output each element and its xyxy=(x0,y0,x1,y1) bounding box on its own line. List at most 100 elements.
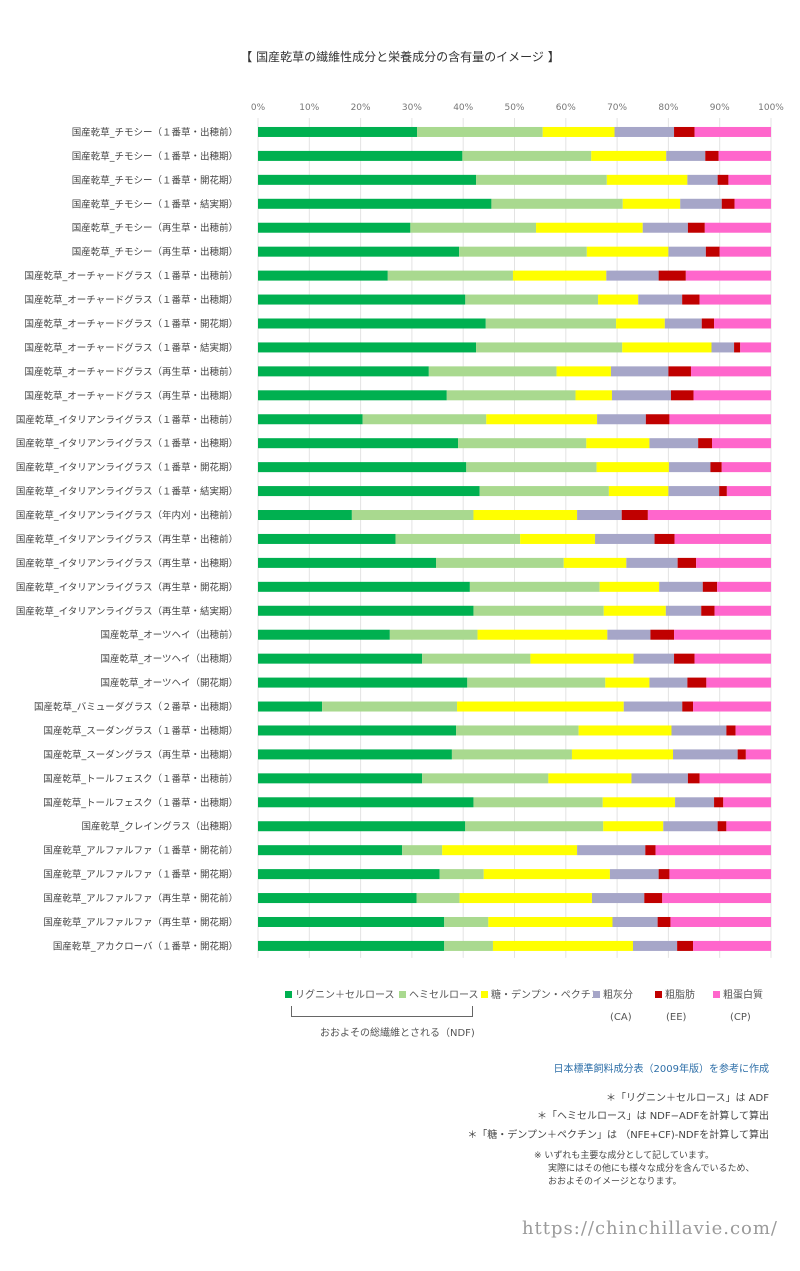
bar-segment xyxy=(608,486,669,497)
bar-segment xyxy=(422,773,549,784)
bar-segment xyxy=(647,510,771,521)
x-tick-label: 50% xyxy=(504,103,524,113)
bar-segment xyxy=(726,486,771,497)
bar-segment xyxy=(721,462,771,473)
bar-segment xyxy=(673,749,738,760)
bar-segment xyxy=(674,126,695,137)
bar-segment xyxy=(674,629,771,640)
bar-segment xyxy=(439,869,484,880)
bar-segment xyxy=(258,605,474,616)
bar-segment xyxy=(633,653,675,664)
bar-segment xyxy=(668,486,720,497)
legend-item: 粗灰分 xyxy=(593,986,633,1001)
bar-segment xyxy=(465,821,604,832)
remark-line-3: おおよそのイメージとなります。 xyxy=(548,1177,682,1187)
bar-segment xyxy=(258,629,390,640)
category-label: 国産乾草_チモシー（１番草・結実期） xyxy=(72,198,238,210)
category-label: 国産乾草_イタリアンライグラス（１番草・結実期） xyxy=(16,486,238,498)
bar-segment xyxy=(668,462,711,473)
bar-segment xyxy=(351,510,474,521)
bar-segment xyxy=(668,366,691,377)
x-tick-label: 10% xyxy=(299,103,319,113)
bar-segment xyxy=(728,174,771,185)
bar-segment xyxy=(258,510,352,521)
bar-segment xyxy=(362,414,487,425)
bar-segment xyxy=(548,773,632,784)
bar-segment xyxy=(577,845,646,856)
category-label: 国産乾草_アルファルファ（再生草・開花期） xyxy=(43,916,238,928)
bar-segment xyxy=(621,510,648,521)
bar-segment xyxy=(740,342,771,353)
bar-segment xyxy=(719,486,727,497)
bar-segment xyxy=(644,893,663,904)
bar-segment xyxy=(717,821,727,832)
category-label: 国産乾草_オーツヘイ（出穂期） xyxy=(100,653,238,665)
x-tick-label: 60% xyxy=(556,103,576,113)
bar-segment xyxy=(721,198,735,209)
bar-segment xyxy=(258,366,429,377)
bar-segment xyxy=(705,150,719,161)
bar-segment xyxy=(422,653,531,664)
bar-segment xyxy=(698,438,713,449)
note-hemicellulose: ＊「ヘミセルロース」は NDF−ADFを計算して算出 xyxy=(537,1111,769,1122)
category-label: 国産乾草_イタリアンライグラス（再生草・出穂期） xyxy=(16,557,238,569)
bar-segment xyxy=(671,725,727,736)
bar-segment xyxy=(674,653,695,664)
category-label: 国産乾草_クレイングラス（出穂期） xyxy=(81,821,238,833)
bar-segment xyxy=(258,318,486,329)
bar-segment xyxy=(693,701,771,712)
bar-segment xyxy=(465,294,599,305)
bar-segment xyxy=(258,869,440,880)
bar-segment xyxy=(705,246,720,257)
bar-segment xyxy=(726,725,736,736)
category-label: 国産乾草_バミューダグラス（２番草・出穂期） xyxy=(34,701,238,713)
bar-segment xyxy=(696,557,771,568)
bar-segment xyxy=(595,533,655,544)
bar-segment xyxy=(702,581,718,592)
legend-swatch xyxy=(593,991,600,998)
bar-segment xyxy=(714,797,724,808)
bar-segment xyxy=(322,701,458,712)
legend-abbr-cp: (CP) xyxy=(730,1012,751,1023)
bar-segment xyxy=(446,390,576,401)
bar-segment xyxy=(712,438,771,449)
bar-segment xyxy=(258,246,460,257)
bar-segment xyxy=(578,725,672,736)
legend-swatch xyxy=(399,991,406,998)
bar-segment xyxy=(717,174,729,185)
bar-segment xyxy=(486,414,598,425)
bar-segment xyxy=(726,821,771,832)
bar-segment xyxy=(699,294,771,305)
bar-segment xyxy=(556,366,611,377)
bar-segment xyxy=(622,342,712,353)
legend-label: ヘミセルロース xyxy=(409,990,479,1001)
bar-segment xyxy=(473,510,578,521)
bar-segment xyxy=(389,629,478,640)
bar-segment xyxy=(719,246,771,257)
bar-segment xyxy=(693,940,771,951)
category-label: 国産乾草_オーチャードグラス（１番草・結実期） xyxy=(25,342,238,354)
bar-segment xyxy=(607,629,651,640)
bar-segment xyxy=(258,845,403,856)
bar-segment xyxy=(669,414,771,425)
legend-swatch xyxy=(713,991,720,998)
bar-segment xyxy=(670,390,694,401)
legend-item: ヘミセルロース xyxy=(399,986,479,1001)
bar-segment xyxy=(473,797,603,808)
category-label: 国産乾草_イタリアンライグラス（再生草・出穂前） xyxy=(16,533,238,545)
bar-segment xyxy=(631,773,688,784)
bar-segment xyxy=(649,438,699,449)
category-label: 国産乾草_オーチャードグラス（再生草・出穂前） xyxy=(25,366,238,378)
bar-segment xyxy=(258,150,463,161)
x-tick-label: 20% xyxy=(351,103,371,113)
category-label: 国産乾草_チモシー（１番草・出穂前） xyxy=(72,126,238,138)
bar-segment xyxy=(512,270,607,281)
legend-abbr-ee: (EE) xyxy=(666,1012,687,1023)
legend-label: 粗灰分 xyxy=(603,990,633,1001)
x-tick-label: 80% xyxy=(658,103,678,113)
bar-segment xyxy=(599,581,660,592)
bar-segment xyxy=(645,414,670,425)
bar-segment xyxy=(542,126,615,137)
category-label: 国産乾草_オーチャードグラス（１番草・出穂前） xyxy=(25,270,238,282)
bar-segment xyxy=(685,270,771,281)
